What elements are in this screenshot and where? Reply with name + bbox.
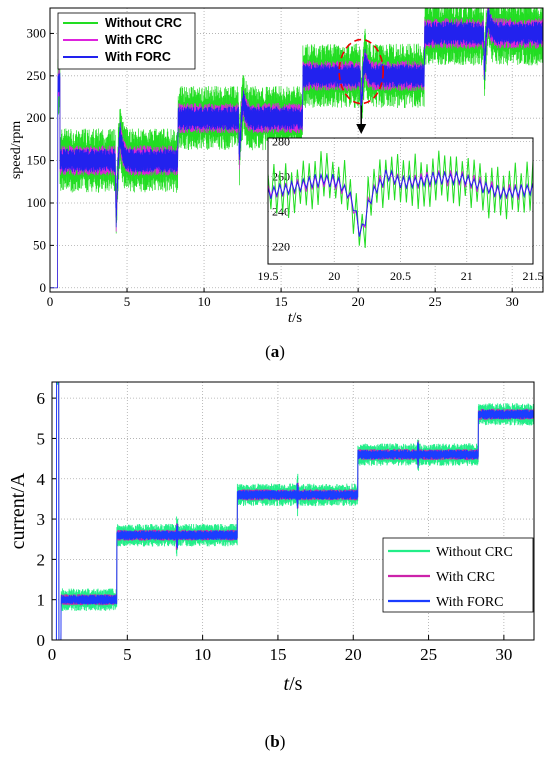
speed-x-axis-label-var: t (288, 310, 293, 326)
current-y-tick-label: 5 (37, 429, 46, 448)
speed-x-tick-label: 30 (506, 294, 519, 309)
speed-legend-label: Without CRC (105, 16, 182, 30)
speed-x-axis-label-unit: /s (292, 310, 302, 326)
speed-x-tick-label: 25 (429, 294, 442, 309)
current-y-tick-label: 3 (37, 510, 46, 529)
current-x-tick-label: 5 (123, 645, 132, 664)
speed-x-tick-label: 20 (352, 294, 365, 309)
current-legend: Without CRC With CRC With FORC (382, 537, 534, 613)
inset-y-tick-label: 220 (272, 240, 290, 254)
current-y-tick-label: 6 (37, 389, 46, 408)
inset-x-tick-label: 21.5 (523, 269, 544, 283)
current-legend-label: Without CRC (436, 545, 513, 560)
current-y-tick-label: 0 (37, 631, 46, 650)
current-legend-label: With FORC (436, 595, 504, 610)
inset-series-line (268, 150, 533, 248)
current-y-tick-label: 4 (37, 470, 46, 489)
inset-y-tick-label: 280 (272, 135, 290, 149)
current-x-axis-label-var: t (284, 673, 290, 695)
speed-y-tick-label: 300 (27, 25, 47, 40)
speed-x-tick-label: 5 (124, 294, 131, 309)
inset-frame (267, 137, 534, 265)
inset-series-line (268, 169, 533, 237)
speed-y-tick-label: 250 (27, 68, 47, 83)
current-series-group (52, 382, 534, 640)
speed-x-axis-label: t/s (288, 310, 302, 326)
current-x-tick-label: 15 (269, 645, 286, 664)
current-y-tick-label: 1 (37, 591, 46, 610)
inset-y-tick-label: 240 (272, 205, 290, 219)
speed-legend-label: With CRC (105, 33, 163, 47)
zoom-arrow-head (356, 124, 367, 134)
current-legend-label: With CRC (436, 570, 495, 585)
current-y-axis-label: current/A (7, 472, 29, 549)
speed-legend: Without CRC With CRC With FORC (57, 12, 196, 70)
current-axes-frame (51, 381, 535, 641)
speed-y-axis-label: speed/rpm (9, 121, 24, 179)
inset-x-tick-label: 21 (461, 269, 473, 283)
current-x-tick-label: 30 (495, 645, 512, 664)
speed-y-tick-label: 100 (27, 195, 47, 210)
current-x-tick-label: 0 (48, 645, 57, 664)
current-x-tick-label: 25 (420, 645, 437, 664)
speed-y-tick-label: 200 (27, 110, 47, 125)
speed-x-tick-label: 15 (275, 294, 288, 309)
current-x-axis-label-unit: /s (289, 673, 303, 695)
speed-series-group (50, 8, 543, 289)
caption-b: (b) (264, 732, 286, 751)
inset-x-tick-label: 20.5 (390, 269, 411, 283)
inset-series-group (268, 150, 533, 248)
current-x-tick-label: 20 (345, 645, 362, 664)
current-y-tick-label: 2 (37, 550, 46, 569)
speed-y-tick-label: 50 (33, 237, 46, 252)
caption-a: (a) (265, 342, 285, 361)
speed-y-tick-label: 150 (27, 153, 47, 168)
current-x-tick-label: 10 (194, 645, 211, 664)
current-x-axis-label: t/s (284, 673, 303, 695)
highlight-ellipse (338, 38, 385, 105)
speed-x-tick-label: 10 (198, 294, 211, 309)
inset-x-tick-label: 20 (328, 269, 340, 283)
current-series-line (52, 382, 534, 640)
speed-legend-label: With FORC (105, 50, 171, 64)
speed-y-tick-label: 0 (40, 280, 47, 295)
speed-x-tick-label: 0 (47, 294, 54, 309)
inset-x-tick-label: 19.5 (258, 269, 279, 283)
speed-axes-frame (49, 7, 544, 293)
speed-series-line (50, 8, 543, 289)
